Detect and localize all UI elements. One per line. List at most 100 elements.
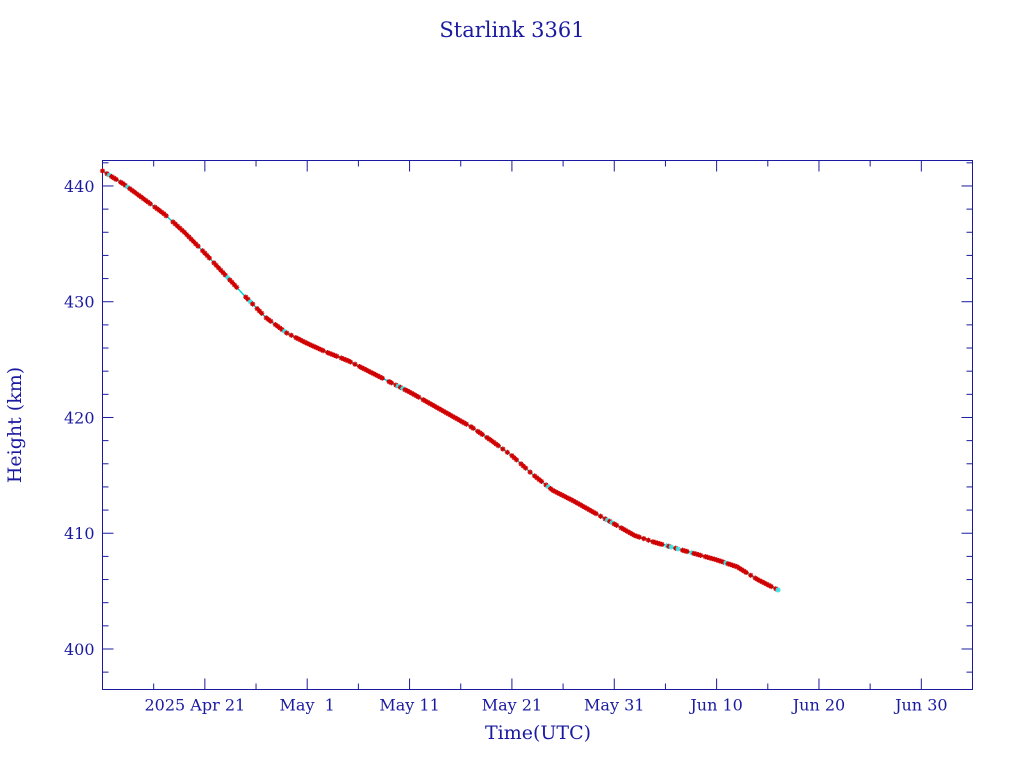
data-point (409, 390, 415, 396)
data-point (204, 252, 210, 259)
data-point (393, 382, 399, 388)
data-point (397, 384, 404, 390)
data-point (773, 586, 779, 592)
data-point (195, 243, 201, 249)
data-point (470, 425, 476, 431)
data-point (577, 502, 583, 508)
data-point (199, 248, 206, 254)
data-point (479, 431, 485, 438)
data-point (725, 561, 731, 567)
data-point (159, 209, 165, 215)
data-point (229, 279, 235, 286)
data-point (134, 191, 140, 197)
data-point (650, 539, 656, 545)
data-point (645, 537, 651, 543)
data-point (343, 357, 349, 363)
data-point (707, 555, 713, 561)
data-point (106, 172, 112, 178)
data-point (334, 353, 340, 359)
data-point (247, 299, 253, 305)
data-point (438, 407, 445, 413)
data-point (113, 176, 119, 183)
data-point (723, 560, 729, 566)
data-point (293, 335, 299, 341)
data-point (659, 541, 665, 548)
data-point (256, 308, 263, 314)
data-point (572, 499, 579, 505)
data-point (99, 168, 106, 174)
data-point (652, 539, 658, 546)
data-point (213, 262, 219, 268)
data-point (454, 416, 460, 422)
data-point (127, 186, 133, 192)
data-point (739, 567, 745, 573)
data-point (313, 344, 319, 351)
plot-frame (102, 160, 973, 690)
data-point (254, 306, 260, 312)
data-point (202, 250, 208, 256)
data-point (154, 206, 160, 212)
data-point (757, 578, 763, 584)
data-point (734, 564, 740, 570)
x-tick-label: May 21 (482, 696, 542, 715)
data-point (634, 533, 640, 539)
data-point (304, 340, 310, 346)
data-point (140, 196, 147, 202)
data-point (272, 322, 278, 328)
data-point (682, 548, 688, 554)
data-point (413, 393, 419, 399)
data-point (468, 424, 474, 430)
data-point (231, 282, 238, 288)
data-point (181, 229, 187, 235)
data-point (143, 197, 149, 203)
data-point (147, 201, 153, 207)
data-point (379, 375, 385, 381)
data-point (211, 260, 217, 266)
data-point (361, 366, 367, 372)
data-point (759, 579, 765, 585)
data-point (427, 400, 433, 407)
data-point (604, 517, 611, 523)
data-point (720, 559, 727, 565)
data-point (275, 323, 281, 329)
data-point (265, 316, 272, 323)
data-point (484, 434, 490, 441)
data-point (702, 554, 708, 560)
data-point (218, 267, 224, 273)
data-point (691, 550, 697, 557)
data-point (534, 475, 540, 481)
data-point (281, 328, 288, 334)
data-point (331, 352, 338, 358)
data-point (406, 389, 413, 395)
data-point (575, 500, 581, 506)
data-point (243, 294, 249, 300)
data-point (363, 367, 369, 373)
data-point (582, 504, 588, 510)
data-point (598, 513, 604, 519)
data-point (593, 511, 599, 517)
data-point (359, 365, 365, 371)
data-point (504, 449, 510, 455)
data-point (675, 546, 681, 552)
data-point (345, 358, 351, 364)
data-point (297, 337, 303, 343)
data-point (227, 277, 233, 283)
y-axis-label: Height (km) (4, 367, 26, 483)
data-point (452, 415, 458, 421)
data-point (370, 370, 376, 377)
data-point (163, 213, 169, 219)
data-point (179, 227, 185, 233)
data-point (563, 494, 570, 500)
data-point (234, 284, 240, 290)
data-point (532, 473, 538, 479)
data-point (450, 413, 456, 420)
data-point (368, 369, 374, 375)
data-point (491, 439, 497, 445)
data-point (245, 296, 251, 303)
data-point (434, 404, 440, 411)
data-point (136, 192, 142, 198)
series-line (102, 170, 779, 591)
data-point (250, 301, 256, 307)
data-point (347, 359, 354, 365)
